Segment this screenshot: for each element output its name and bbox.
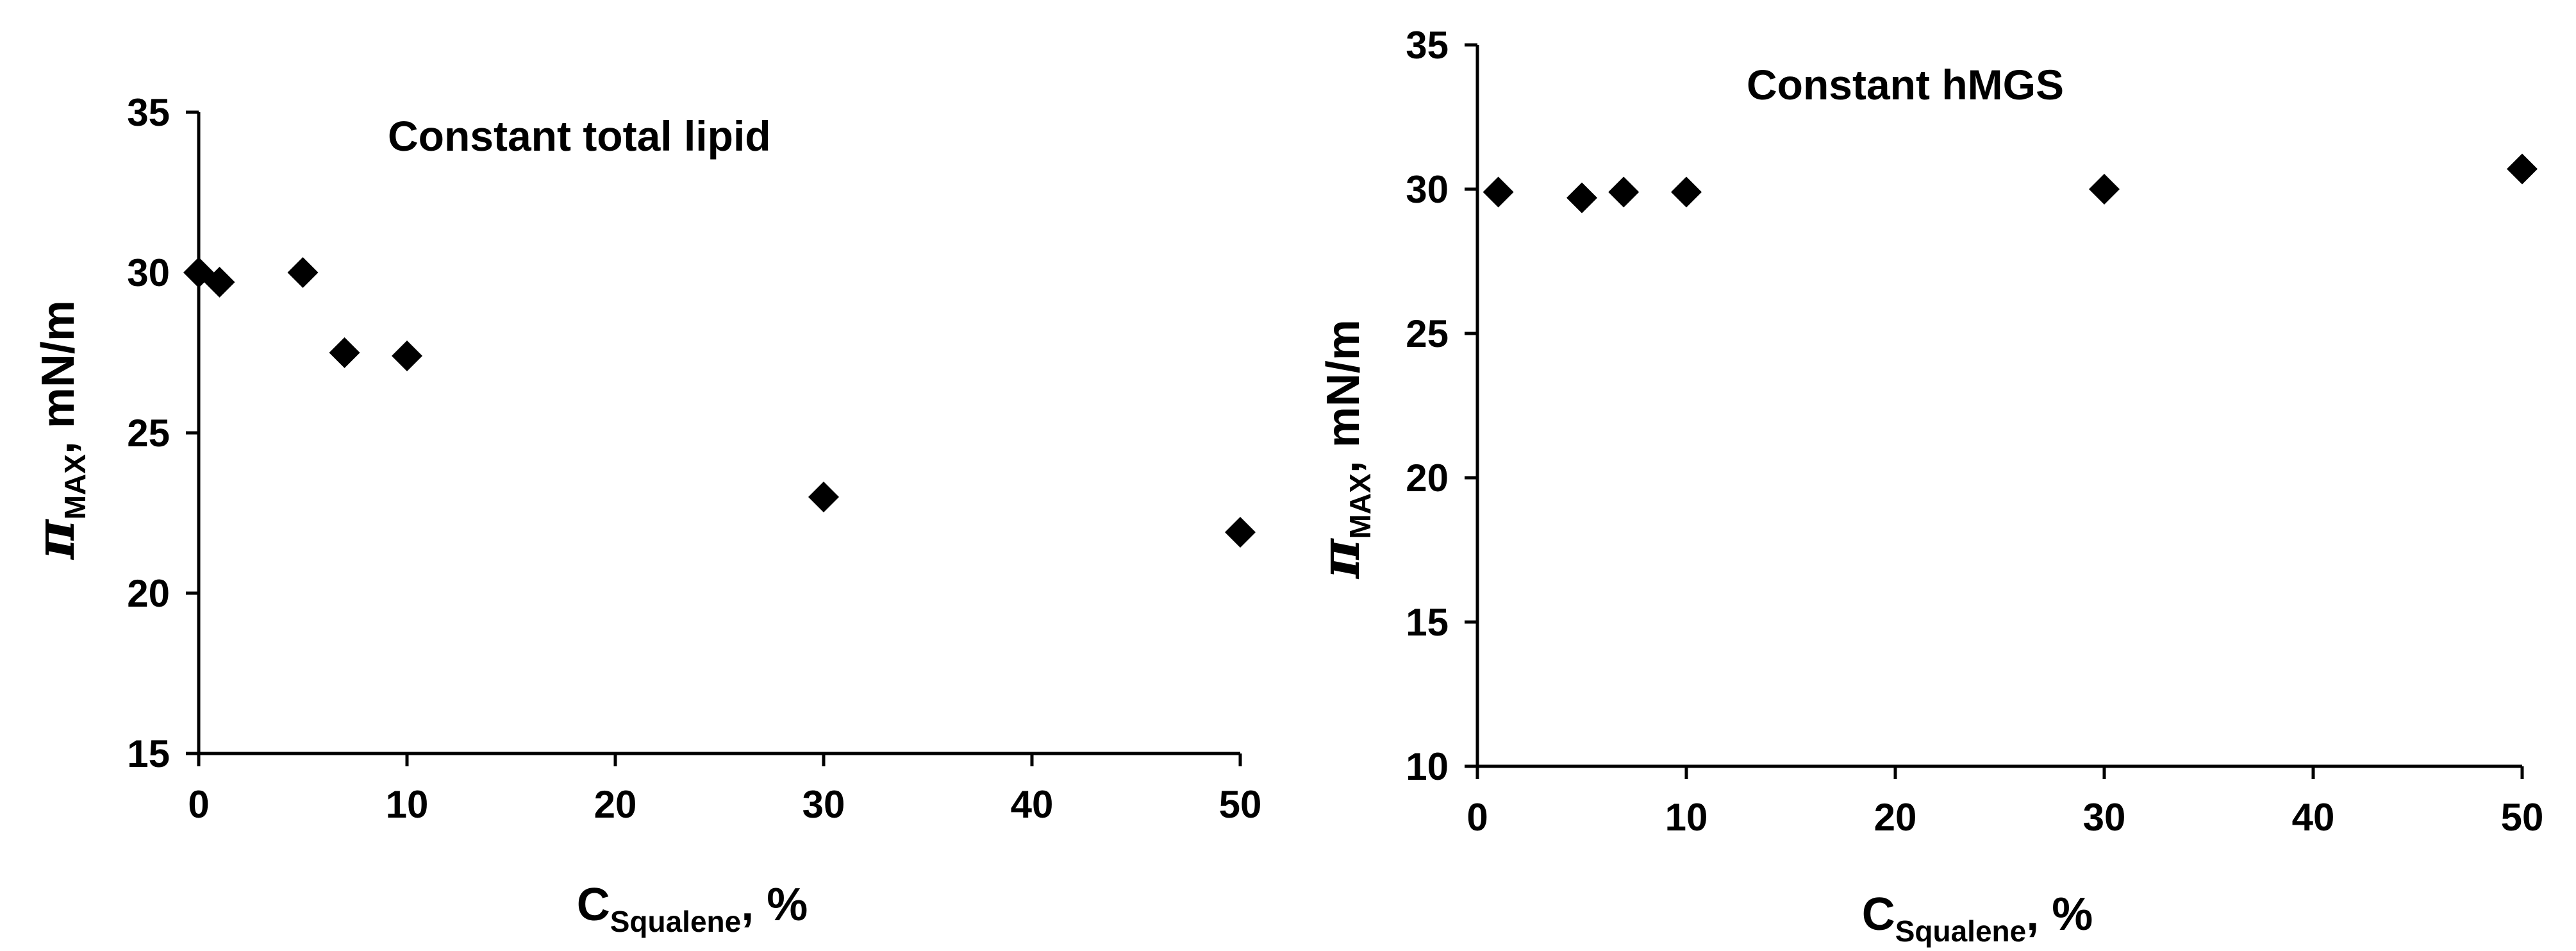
x-axis-label-main: C: [1862, 889, 1895, 940]
data-point: [329, 337, 360, 368]
data-point: [204, 267, 235, 298]
x-axis-label-main: C: [577, 879, 610, 930]
x-tick-label: 20: [1874, 796, 1917, 839]
y-tick-label: 20: [127, 572, 170, 615]
y-axis-label-rest: , mN/m: [33, 300, 84, 454]
data-point: [287, 257, 319, 288]
data-point: [1566, 182, 1597, 214]
y-axis-label: πMAX, mN/m: [1308, 319, 1377, 580]
x-tick-label: 50: [1219, 783, 1262, 826]
y-axis-label-subscript: MAX: [58, 454, 92, 520]
x-tick-label: 40: [2292, 796, 2335, 839]
data-point: [2507, 153, 2538, 185]
y-axis-label-symbol: π: [1308, 538, 1372, 580]
data-point: [808, 482, 839, 512]
data-point: [392, 341, 422, 371]
y-axis-label-symbol: π: [23, 519, 87, 560]
y-tick-label: 30: [1406, 168, 1449, 211]
data-point: [1483, 176, 1514, 208]
x-axis-label-subscript: Squalene: [1895, 914, 2027, 948]
x-axis-label: CSqualene, %: [1862, 889, 2093, 948]
y-axis-ticks: 10 15 20 25 30 35: [1406, 24, 1477, 788]
chart-title: Constant total lipid: [388, 112, 771, 160]
y-axis-label: πMAX, mN/m: [23, 300, 92, 560]
axes: [197, 112, 1240, 755]
y-tick-label: 35: [1406, 24, 1449, 67]
x-tick-label: 10: [1665, 796, 1708, 839]
chart-panel-constant-hmgs: Constant hMGS 10 15 20 25 30 35 0 10 20 30 40 50 C…: [1308, 24, 2543, 948]
x-axis-label-rest: , %: [2026, 889, 2093, 940]
data-point: [1225, 517, 1256, 548]
x-tick-label: 0: [1467, 796, 1488, 839]
data-points: [183, 257, 1256, 548]
y-tick-label: 15: [127, 732, 170, 775]
y-tick-label: 25: [127, 412, 170, 455]
y-tick-label: 25: [1406, 312, 1449, 355]
y-tick-label: 20: [1406, 457, 1449, 500]
x-axis-ticks: 0 10 20 30 40 50: [1467, 766, 2543, 839]
y-axis-label-rest: , mN/m: [1318, 319, 1369, 473]
x-axis-label-subscript: Squalene: [610, 905, 742, 938]
y-tick-label: 35: [127, 91, 170, 134]
x-tick-label: 40: [1011, 783, 1054, 826]
y-axis-ticks: 15 20 25 30 35: [127, 91, 199, 775]
x-tick-label: 30: [802, 783, 845, 826]
y-tick-label: 15: [1406, 601, 1449, 644]
x-axis-label: CSqualene, %: [577, 879, 808, 938]
data-point: [2089, 174, 2120, 205]
x-axis-ticks: 0 10 20 30 40 50: [188, 753, 1261, 826]
chart-title: Constant hMGS: [1747, 61, 2064, 108]
axes: [1475, 45, 2522, 768]
data-point: [1671, 176, 1702, 208]
y-tick-label: 10: [1406, 745, 1449, 788]
x-tick-label: 10: [386, 783, 429, 826]
y-tick-label: 30: [127, 251, 170, 294]
data-point: [1608, 176, 1640, 208]
data-points: [1483, 153, 2538, 214]
y-axis-label-subscript: MAX: [1343, 473, 1377, 539]
chart-panel-constant-total-lipid: Constant total lipid 15 20 25 30 35 0 10 20 30 4…: [23, 91, 1261, 938]
x-tick-label: 20: [594, 783, 637, 826]
x-tick-label: 50: [2501, 796, 2544, 839]
x-tick-label: 30: [2083, 796, 2126, 839]
x-axis-label-rest: , %: [741, 879, 808, 930]
x-tick-label: 0: [188, 783, 209, 826]
